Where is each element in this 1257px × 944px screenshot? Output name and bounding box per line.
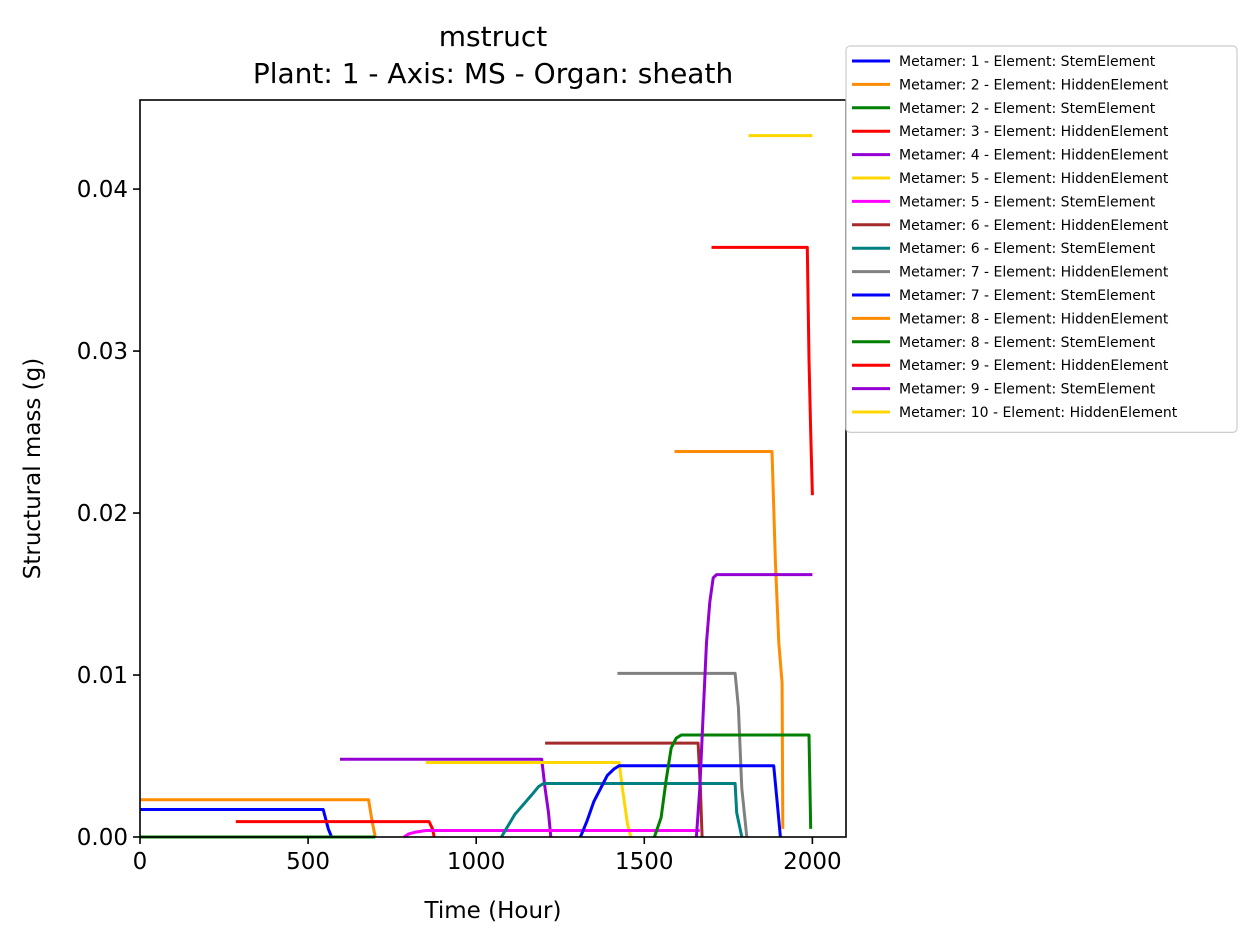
- legend-item-label: Metamer: 4 - Element: HiddenElement: [899, 148, 1169, 164]
- legend-item-label: Metamer: 8 - Element: HiddenElement: [899, 311, 1169, 327]
- series-line-11: [579, 764, 782, 838]
- series-line-5: [340, 757, 553, 838]
- series-line-13: [652, 733, 813, 838]
- legend-item-label: Metamer: 1 - Element: StemElement: [899, 54, 1156, 70]
- y-tick-label: 0.00: [77, 825, 128, 851]
- legend-item-label: Metamer: 5 - Element: HiddenElement: [899, 171, 1169, 187]
- x-axis: 0 500 1000 1500 2000: [133, 837, 842, 875]
- legend-item-label: Metamer: 2 - Element: HiddenElement: [899, 77, 1169, 93]
- series-layer: [140, 134, 814, 839]
- x-tick-label: 2000: [783, 849, 842, 875]
- series-line-15: [694, 573, 813, 838]
- legend-item-label: Metamer: 6 - Element: StemElement: [899, 241, 1156, 257]
- series-line-7: [403, 829, 700, 839]
- x-tick-label: 1000: [447, 849, 506, 875]
- x-tick-label: 0: [133, 849, 148, 875]
- legend-item-label: Metamer: 9 - Element: HiddenElement: [899, 358, 1169, 374]
- legend-item-label: Metamer: 5 - Element: StemElement: [899, 194, 1156, 210]
- legend-item-label: Metamer: 10 - Element: HiddenElement: [899, 405, 1178, 421]
- legend-item-label: Metamer: 7 - Element: StemElement: [899, 288, 1156, 304]
- y-axis: 0.00 0.01 0.02 0.03 0.04: [77, 177, 140, 851]
- series-line-9: [500, 782, 744, 838]
- legend-item-label: Metamer: 2 - Element: StemElement: [899, 101, 1156, 117]
- plot-frame: [139, 99, 847, 838]
- x-tick-label: 1500: [615, 849, 674, 875]
- series-line-4: [235, 820, 436, 838]
- x-axis-label: Time (Hour): [424, 898, 562, 924]
- series-line-14: [711, 245, 814, 496]
- legend-item-label: Metamer: 9 - Element: StemElement: [899, 382, 1156, 398]
- series-line-6: [425, 761, 633, 838]
- chart-subtitle: Plant: 1 - Axis: MS - Organ: sheath: [253, 57, 733, 90]
- y-tick-label: 0.04: [77, 177, 128, 203]
- y-tick-label: 0.02: [77, 501, 128, 527]
- y-axis-label: Structural mass (g): [20, 358, 46, 579]
- series-line-10: [617, 671, 749, 838]
- y-tick-label: 0.03: [77, 339, 128, 365]
- legend: Metamer: 1 - Element: StemElement Metamer…: [845, 45, 1238, 433]
- chart-title: mstruct: [439, 20, 547, 53]
- legend-item-label: Metamer: 7 - Element: HiddenElement: [899, 265, 1169, 281]
- x-tick-label: 500: [286, 849, 330, 875]
- legend-item-label: Metamer: 8 - Element: StemElement: [899, 335, 1156, 351]
- series-line-1: [140, 808, 333, 838]
- legend-item-label: Metamer: 6 - Element: HiddenElement: [899, 218, 1169, 234]
- y-tick-label: 0.01: [77, 663, 128, 689]
- series-line-12: [674, 450, 785, 829]
- series-line-2: [140, 798, 377, 838]
- legend-box: [845, 45, 1238, 433]
- legend-item-label: Metamer: 3 - Element: HiddenElement: [899, 124, 1169, 140]
